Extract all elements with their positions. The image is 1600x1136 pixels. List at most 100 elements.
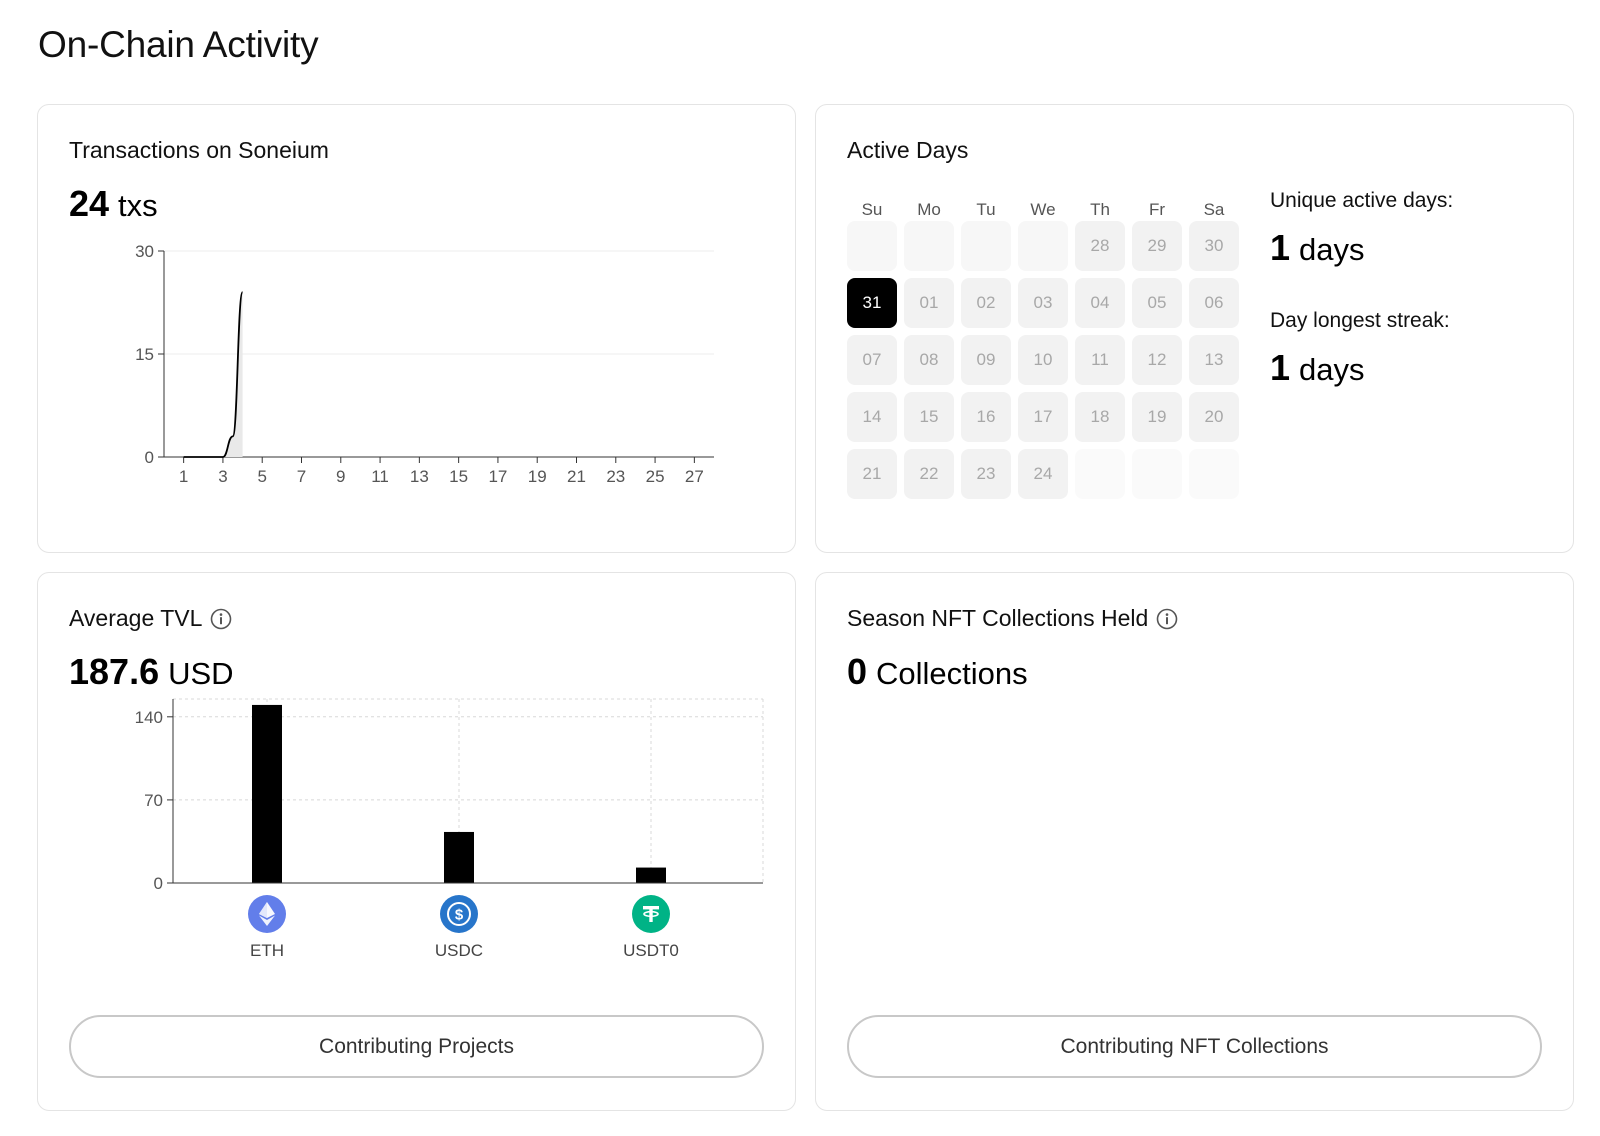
usdt0-icon <box>632 895 670 933</box>
calendar-day: 09 <box>961 335 1011 385</box>
weekday-label: Sa <box>1203 200 1225 219</box>
x-tick-label: 27 <box>685 467 704 486</box>
transactions-title: Transactions on Soneium <box>69 137 329 163</box>
x-tick-label: 23 <box>606 467 625 486</box>
y-tick-label: 15 <box>135 345 154 364</box>
calendar-day: 07 <box>847 335 897 385</box>
nft-unit: Collections <box>876 656 1028 691</box>
streak-count: 1 <box>1270 347 1291 388</box>
info-icon[interactable] <box>210 608 232 630</box>
token-usdt0: USDT0 <box>611 895 691 961</box>
x-tick-label: 21 <box>567 467 586 486</box>
token-label: USDT0 <box>623 941 679 960</box>
tvl-chart: 0 70 140 <box>135 698 764 893</box>
svg-text:$: $ <box>455 907 464 924</box>
calendar-day: 24 <box>1018 449 1068 499</box>
token-label: USDC <box>434 941 484 960</box>
weekday-label: Tu <box>976 200 996 219</box>
y-tick-label: 30 <box>135 242 154 261</box>
tx-line <box>183 291 244 458</box>
unique-days-unit: days <box>1299 232 1365 267</box>
tx-area <box>183 292 243 457</box>
calendar-day: 17 <box>1018 392 1068 442</box>
token-usdc: $ USDC <box>419 895 499 961</box>
transactions-count: 24 <box>69 183 110 224</box>
tvl-card: Average TVL 187.6 USD 0 70 140 ETH $ USDC <box>37 572 796 1111</box>
contributing-nft-collections-button[interactable]: Contributing NFT Collections <box>847 1015 1542 1078</box>
calendar-day: 21 <box>847 449 897 499</box>
calendar-empty-cell <box>847 221 897 271</box>
calendar-day: 19 <box>1132 392 1182 442</box>
calendar-day: 15 <box>904 392 954 442</box>
calendar-day: 28 <box>1075 221 1125 271</box>
eth-icon <box>248 895 286 933</box>
weekday-label: Th <box>1090 200 1110 219</box>
x-tick-label: 7 <box>297 467 306 486</box>
nft-count: 0 <box>847 651 868 692</box>
active-days-card: Active Days Su Mo Tu We Th Fr Sa 28 29 30 31 01 02 03… <box>815 104 1574 553</box>
transactions-total: 24 txs <box>69 183 158 225</box>
bar-usdt0 <box>636 867 666 883</box>
x-tick-label: 25 <box>646 467 665 486</box>
calendar-day: 08 <box>904 335 954 385</box>
unique-days-count: 1 <box>1270 227 1291 268</box>
calendar-day: 14 <box>847 392 897 442</box>
x-tick-label: 13 <box>410 467 429 486</box>
y-tick-label: 0 <box>145 448 154 467</box>
tvl-amount: 187.6 <box>69 651 160 692</box>
x-tick-label: 1 <box>179 467 188 486</box>
calendar-empty-cell <box>1132 449 1182 499</box>
calendar-day: 02 <box>961 278 1011 328</box>
bar-eth <box>252 704 282 883</box>
y-tick-label: 0 <box>154 874 163 893</box>
transactions-unit: txs <box>118 188 158 223</box>
calendar-day: 01 <box>904 278 954 328</box>
streak-value: 1 days <box>1270 347 1365 389</box>
calendar-empty-cell <box>961 221 1011 271</box>
calendar-day: 12 <box>1132 335 1182 385</box>
bar-usdc <box>444 831 474 883</box>
calendar-day: 18 <box>1075 392 1125 442</box>
x-tick-label: 11 <box>371 467 389 486</box>
calendar-day: 05 <box>1132 278 1182 328</box>
calendar-day: 23 <box>961 449 1011 499</box>
tvl-total: 187.6 USD <box>69 651 234 693</box>
calendar-day: 29 <box>1132 221 1182 271</box>
calendar-day: 20 <box>1189 392 1239 442</box>
x-tick-label: 9 <box>336 467 345 486</box>
y-tick-label: 70 <box>144 791 163 810</box>
nft-total: 0 Collections <box>847 651 1028 693</box>
calendar-day: 13 <box>1189 335 1239 385</box>
x-tick-label: 3 <box>218 467 227 486</box>
calendar-day: 31 <box>847 278 897 328</box>
x-tick-label: 15 <box>449 467 468 486</box>
usdc-icon: $ <box>440 895 478 933</box>
unique-days-label: Unique active days: <box>1270 189 1454 212</box>
x-tick-label: 5 <box>257 467 266 486</box>
token-eth: ETH <box>227 895 307 961</box>
calendar-empty-cell <box>904 221 954 271</box>
tvl-title: Average TVL <box>69 605 232 632</box>
contributing-projects-button[interactable]: Contributing Projects <box>69 1015 764 1078</box>
active-days-title: Active Days <box>847 137 969 163</box>
weekday-label: We <box>1030 200 1056 219</box>
x-tick-label: 19 <box>528 467 547 486</box>
weekday-label: Fr <box>1148 200 1166 219</box>
calendar-day: 11 <box>1075 335 1125 385</box>
transactions-card: Transactions on Soneium 24 txs 0 15 30 1 3 5 7… <box>37 104 796 553</box>
y-tick-label: 140 <box>135 708 163 727</box>
page-title: On-Chain Activity <box>38 24 319 65</box>
calendar-empty-cell <box>1075 449 1125 499</box>
calendar-day: 04 <box>1075 278 1125 328</box>
weekday-label: Mo <box>917 200 941 219</box>
token-label: ETH <box>250 941 284 960</box>
info-icon[interactable] <box>1156 608 1178 630</box>
calendar-day: 06 <box>1189 278 1239 328</box>
streak-unit: days <box>1299 352 1365 387</box>
calendar-empty-cell <box>1018 221 1068 271</box>
calendar-day: 30 <box>1189 221 1239 271</box>
calendar-day: 16 <box>961 392 1011 442</box>
calendar-empty-cell <box>1189 449 1239 499</box>
calendar-day: 22 <box>904 449 954 499</box>
